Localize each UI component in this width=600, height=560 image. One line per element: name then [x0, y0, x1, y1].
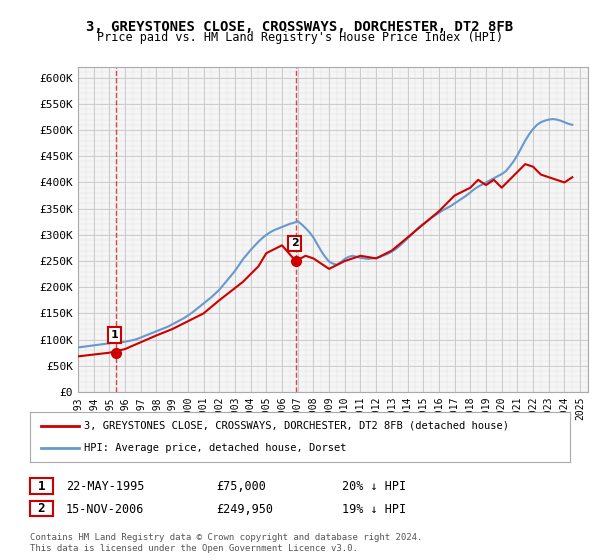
Text: 2: 2 — [38, 502, 45, 515]
Text: 1: 1 — [38, 479, 45, 493]
Text: HPI: Average price, detached house, Dorset: HPI: Average price, detached house, Dors… — [84, 443, 347, 453]
Text: 15-NOV-2006: 15-NOV-2006 — [66, 502, 145, 516]
Text: Contains HM Land Registry data © Crown copyright and database right 2024.
This d: Contains HM Land Registry data © Crown c… — [30, 533, 422, 553]
Text: £75,000: £75,000 — [216, 480, 266, 493]
Text: 20% ↓ HPI: 20% ↓ HPI — [342, 480, 406, 493]
Text: 19% ↓ HPI: 19% ↓ HPI — [342, 502, 406, 516]
Text: Price paid vs. HM Land Registry's House Price Index (HPI): Price paid vs. HM Land Registry's House … — [97, 31, 503, 44]
Text: £249,950: £249,950 — [216, 502, 273, 516]
Text: 22-MAY-1995: 22-MAY-1995 — [66, 480, 145, 493]
Text: 3, GREYSTONES CLOSE, CROSSWAYS, DORCHESTER, DT2 8FB (detached house): 3, GREYSTONES CLOSE, CROSSWAYS, DORCHEST… — [84, 421, 509, 431]
Text: 3, GREYSTONES CLOSE, CROSSWAYS, DORCHESTER, DT2 8FB: 3, GREYSTONES CLOSE, CROSSWAYS, DORCHEST… — [86, 20, 514, 34]
Text: 2: 2 — [291, 239, 299, 249]
Text: 1: 1 — [111, 330, 119, 340]
